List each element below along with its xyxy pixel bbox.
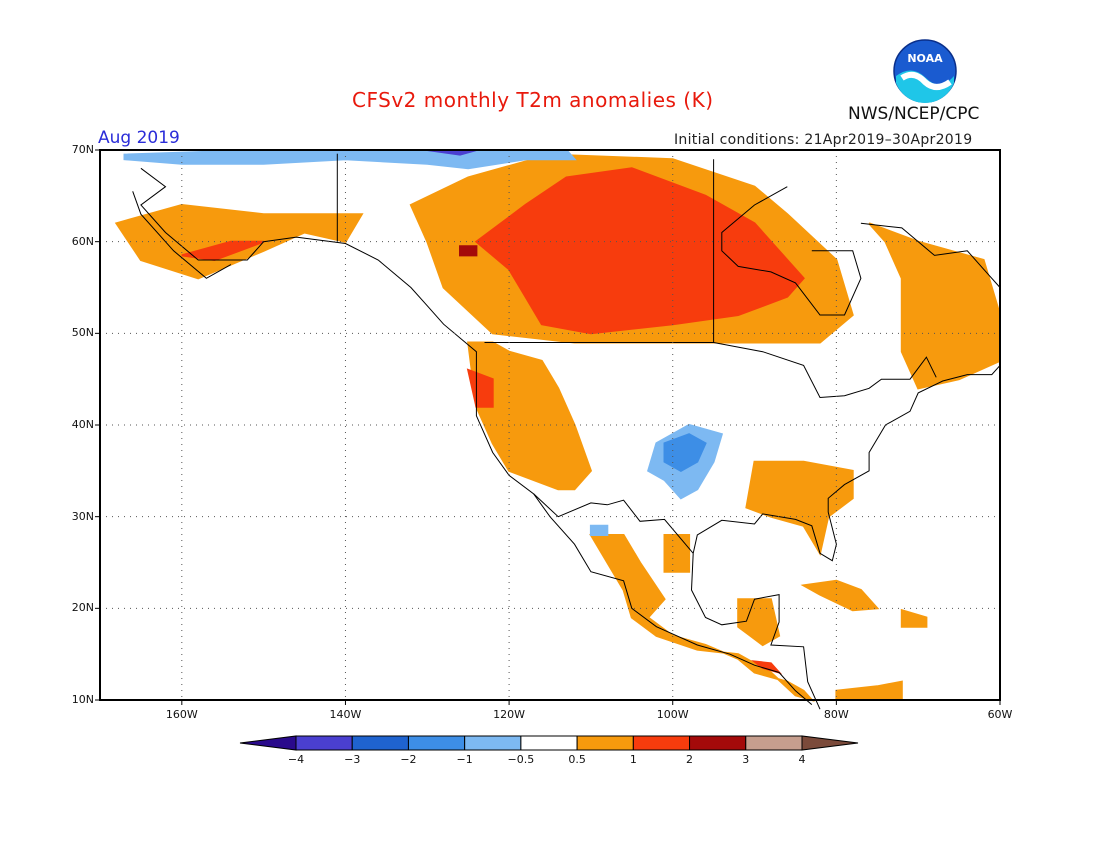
lon-tick-label: 80W — [823, 708, 849, 721]
colorbar-swatch — [407, 735, 466, 751]
colorbar-swatch — [576, 735, 634, 751]
lon-tick-label: 140W — [329, 708, 362, 721]
lat-tick-label: 30N — [71, 509, 94, 523]
colorbar-swatch — [520, 735, 578, 751]
colorbar-label: −3 — [344, 753, 361, 766]
coastline-8 — [860, 222, 1001, 288]
anomaly-region-cool2-0 — [663, 433, 707, 472]
colorbar-label: −2 — [400, 753, 417, 766]
coastline-7 — [721, 186, 862, 316]
colorbar-swatch — [745, 735, 803, 751]
colorbar-label: 3 — [742, 753, 750, 766]
coastline-0 — [140, 167, 813, 705]
coastline-1 — [533, 493, 694, 554]
colorbar-label: −4 — [287, 753, 305, 766]
lat-tick-label: 60N — [71, 234, 94, 248]
colorbar-swatch — [351, 735, 409, 751]
anomaly-region-warm3-0 — [459, 245, 478, 257]
initial-conditions: Initial conditions: 21Apr2019–30Apr2019 — [674, 132, 973, 148]
noaa-logo: NOAA — [893, 39, 957, 104]
map-title: CFSv2 monthly T2m anomalies (K) — [352, 88, 714, 112]
lon-tick-label: 160W — [165, 708, 198, 721]
coastline-3 — [690, 553, 821, 710]
colorbar-label: 1 — [629, 753, 637, 766]
lon-tick-label: 120W — [493, 708, 526, 721]
colorbar — [239, 735, 859, 751]
forecast-month: Aug 2019 — [98, 128, 180, 148]
anomaly-region-warm1-3 — [868, 222, 1001, 390]
colorbar-swatch — [464, 735, 522, 751]
anomaly-region-warm2-1 — [466, 368, 494, 408]
coastline-2 — [692, 365, 1001, 562]
anomaly-region-warm1-9 — [900, 608, 928, 628]
colorbar-swatch — [632, 735, 691, 751]
graticule-layer — [95, 149, 1001, 705]
anomaly-layer — [114, 149, 1001, 702]
lon-tick-label: 60W — [987, 708, 1013, 721]
colorbar-label: 0.5 — [568, 753, 586, 766]
lon-tick-label: 100W — [656, 708, 689, 721]
colorbar-swatch — [689, 735, 747, 751]
anomaly-region-warm1-5 — [589, 534, 815, 702]
coastline-5 — [484, 342, 937, 399]
anomaly-region-warm1-6 — [663, 534, 691, 573]
lat-tick-label: 70N — [71, 143, 94, 156]
colorbar-label: −0.5 — [507, 753, 535, 766]
colorbar-label: 2 — [686, 753, 694, 766]
anomaly-region-warm1-0 — [467, 341, 593, 491]
colorbar-right-arrow — [801, 735, 859, 751]
anomaly-region-warm1-4 — [745, 460, 854, 556]
org-name: NWS/NCEP/CPC — [848, 104, 980, 124]
colorbar-left-arrow — [239, 735, 297, 751]
anomaly-region-warm2-0 — [474, 167, 805, 335]
lat-tick-label: 50N — [71, 326, 94, 340]
coastline-layer — [132, 153, 1001, 710]
colorbar-label: 4 — [798, 753, 806, 766]
colorbar-label: −1 — [456, 753, 473, 766]
lat-tick-label: 20N — [71, 601, 94, 615]
anomaly-region-warm1-10 — [835, 680, 903, 701]
lat-tick-label: 40N — [71, 418, 94, 431]
colorbar-swatch — [295, 735, 353, 751]
map-frame — [99, 149, 1001, 701]
anomaly-region-warm1-8 — [800, 579, 880, 612]
coastline-9 — [132, 191, 232, 279]
noaa-logo-text: NOAA — [907, 52, 943, 65]
lat-tick-label: 10N — [71, 693, 94, 706]
anomaly-region-cool1-2 — [589, 524, 609, 536]
